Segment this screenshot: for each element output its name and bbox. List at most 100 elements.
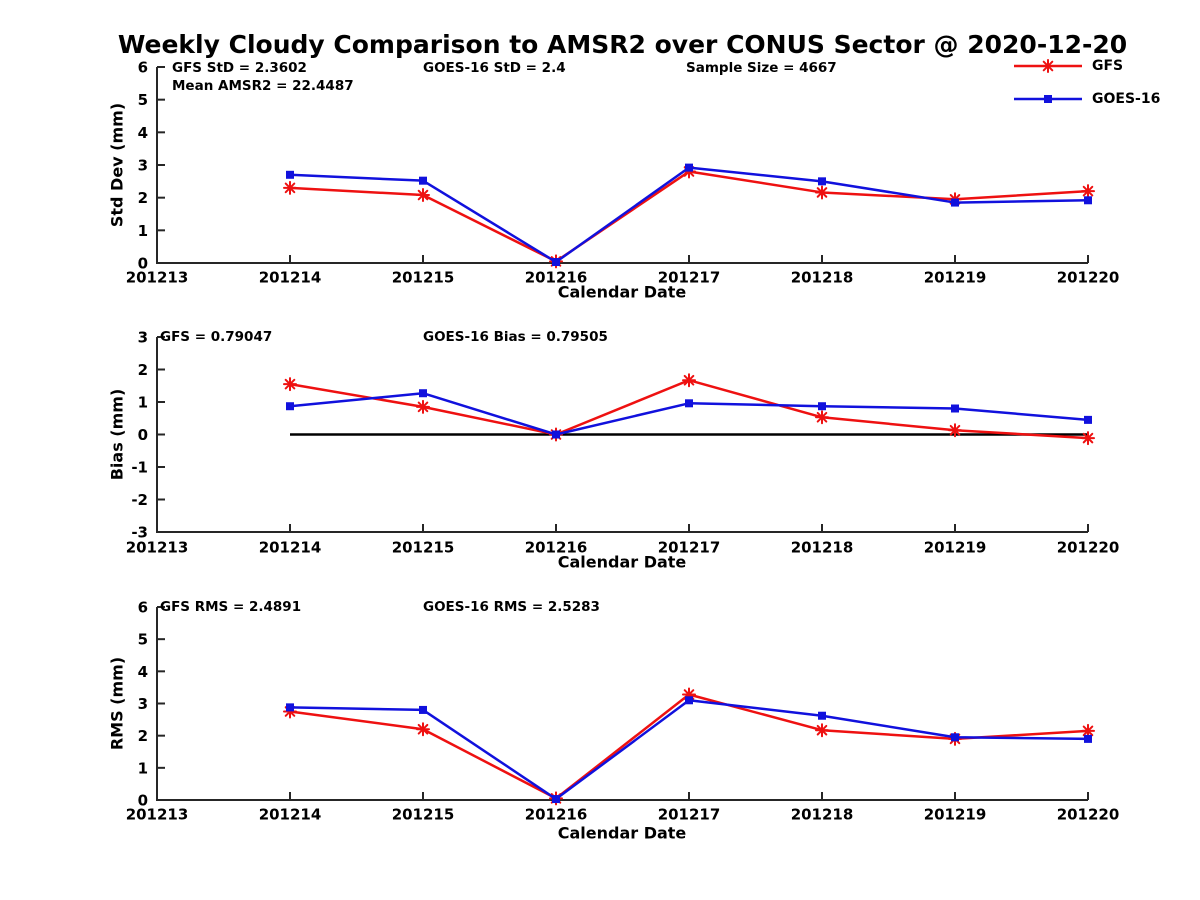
data-point-marker-GOES-16 [1084, 734, 1092, 743]
x-tick-label: 201218 [791, 269, 854, 287]
data-point-marker-GFS [416, 722, 430, 737]
y-tick-label: -3 [131, 524, 148, 542]
annotation: GFS StD = 2.3602 [172, 60, 307, 76]
data-point-marker-GOES-16 [552, 258, 560, 267]
data-point-marker-GOES-16 [951, 198, 959, 207]
goes16-line-square-icon [1014, 95, 1082, 103]
data-point-marker-GOES-16 [685, 163, 693, 172]
y-tick-label: 3 [138, 695, 148, 713]
data-point-marker-GOES-16 [818, 177, 826, 186]
data-point-marker-GFS [815, 723, 829, 738]
axis-spines [156, 67, 1088, 264]
x-tick-label: 201217 [658, 539, 721, 557]
x-tick-label: 201215 [392, 269, 455, 287]
annotation: GOES-16 Bias = 0.79505 [423, 329, 608, 345]
subplot-rms-subplot: 0 1 2 3 4 5 6 201213 201214 201215 201216 201217 201… [108, 599, 1120, 843]
y-tick-label: 3 [138, 157, 148, 175]
y-tick-label: 1 [138, 222, 148, 240]
y-tick-label: 0 [138, 792, 148, 810]
data-point-marker-GOES-16 [1084, 415, 1092, 424]
data-point-marker-GOES-16 [286, 402, 294, 411]
x-tick-label: 201216 [525, 269, 588, 287]
x-tick-label: 201218 [791, 806, 854, 824]
legend: GFS GOES-16 [1012, 56, 1197, 122]
data-point-marker-GFS [283, 180, 297, 195]
y-tick-label: 5 [138, 631, 148, 649]
y-tick-label: 3 [138, 329, 148, 347]
y-tick-label: 2 [138, 189, 148, 207]
legend-item-gfs: GFS [1012, 56, 1197, 76]
data-point-marker-GOES-16 [818, 711, 826, 720]
series-line-GOES-16 [289, 166, 1089, 264]
data-point-marker-GOES-16 [286, 703, 294, 712]
data-point-marker-GOES-16 [419, 389, 427, 398]
data-point-marker-GOES-16 [286, 170, 294, 179]
y-tick-label: 0 [138, 426, 148, 444]
x-tick-label: 201213 [126, 806, 189, 824]
data-point-marker-GFS [1081, 184, 1095, 199]
x-tick-label: 201215 [392, 806, 455, 824]
annotation: GFS = 0.79047 [160, 329, 272, 345]
data-point-marker-GOES-16 [951, 404, 959, 413]
x-tick-label: 201219 [924, 806, 987, 824]
x-tick-label: 201216 [525, 806, 588, 824]
gfs-line-asterisk-icon [1014, 59, 1082, 73]
subplot-bias-subplot: -3 -2 -1 0 1 2 3 201213 201214 201215 201216 201217… [108, 329, 1120, 572]
x-tick-label: 201214 [259, 806, 322, 824]
y-tick-label: 1 [138, 759, 148, 777]
data-point-marker-GOES-16 [419, 705, 427, 714]
y-tick-label: 1 [138, 394, 148, 412]
annotation: GFS RMS = 2.4891 [160, 599, 301, 615]
page-title: Weekly Cloudy Comparison to AMSR2 over C… [117, 30, 1128, 59]
y-tick-label: 2 [138, 727, 148, 745]
x-tick-label: 201214 [259, 269, 322, 287]
annotation: Sample Size = 4667 [686, 60, 837, 76]
series-line-GOES-16 [289, 699, 1089, 801]
x-axis-label: Calendar Date [558, 283, 687, 302]
y-tick-label: 0 [138, 255, 148, 273]
series-line-GFS [289, 170, 1089, 263]
x-tick-label: 201217 [658, 806, 721, 824]
data-point-marker-GOES-16 [1084, 196, 1092, 205]
data-point-marker-GOES-16 [552, 430, 560, 439]
data-point-marker-GFS [416, 399, 430, 414]
x-tick-label: 201215 [392, 539, 455, 557]
annotation: GOES-16 RMS = 2.5283 [423, 599, 600, 615]
data-point-marker-GFS [1081, 723, 1095, 738]
x-tick-label: 201214 [259, 539, 322, 557]
x-tick-label: 201220 [1057, 539, 1120, 557]
y-axis-label: RMS (mm) [108, 657, 127, 750]
data-point-marker-GOES-16 [419, 176, 427, 185]
data-point-marker-GOES-16 [818, 402, 826, 411]
data-point-marker-GFS [682, 373, 696, 388]
y-tick-label: 2 [138, 361, 148, 379]
data-point-marker-GOES-16 [951, 733, 959, 742]
data-point-marker-GFS [815, 185, 829, 200]
x-tick-label: 201220 [1057, 269, 1120, 287]
x-tick-label: 201213 [126, 269, 189, 287]
y-tick-label: 4 [138, 124, 148, 142]
y-tick-label: -1 [131, 459, 148, 477]
x-tick-label: 201217 [658, 269, 721, 287]
annotation: Mean AMSR2 = 22.4487 [172, 78, 354, 94]
y-tick-label: 4 [138, 663, 148, 681]
y-axis-label: Std Dev (mm) [108, 103, 127, 227]
y-tick-label: -2 [131, 491, 148, 509]
annotation: GOES-16 StD = 2.4 [423, 60, 566, 76]
legend-label-gfs: GFS [1092, 58, 1124, 74]
x-tick-label: 201220 [1057, 806, 1120, 824]
x-tick-label: 201218 [791, 539, 854, 557]
x-tick-label: 201216 [525, 539, 588, 557]
x-axis-label: Calendar Date [558, 824, 687, 843]
legend-item-goes16: GOES-16 [1012, 89, 1197, 109]
data-point-marker-GOES-16 [552, 795, 560, 804]
x-tick-label: 201219 [924, 539, 987, 557]
x-tick-label: 201219 [924, 269, 987, 287]
axis-spines [156, 607, 1088, 801]
data-point-marker-GFS [283, 377, 297, 392]
subplot-std-dev-subplot: 0 1 2 3 4 5 6 201213 201214 201215 201216 201217 201… [108, 59, 1120, 302]
data-point-marker-GFS [815, 410, 829, 425]
legend-marker-GFS [1041, 59, 1055, 73]
